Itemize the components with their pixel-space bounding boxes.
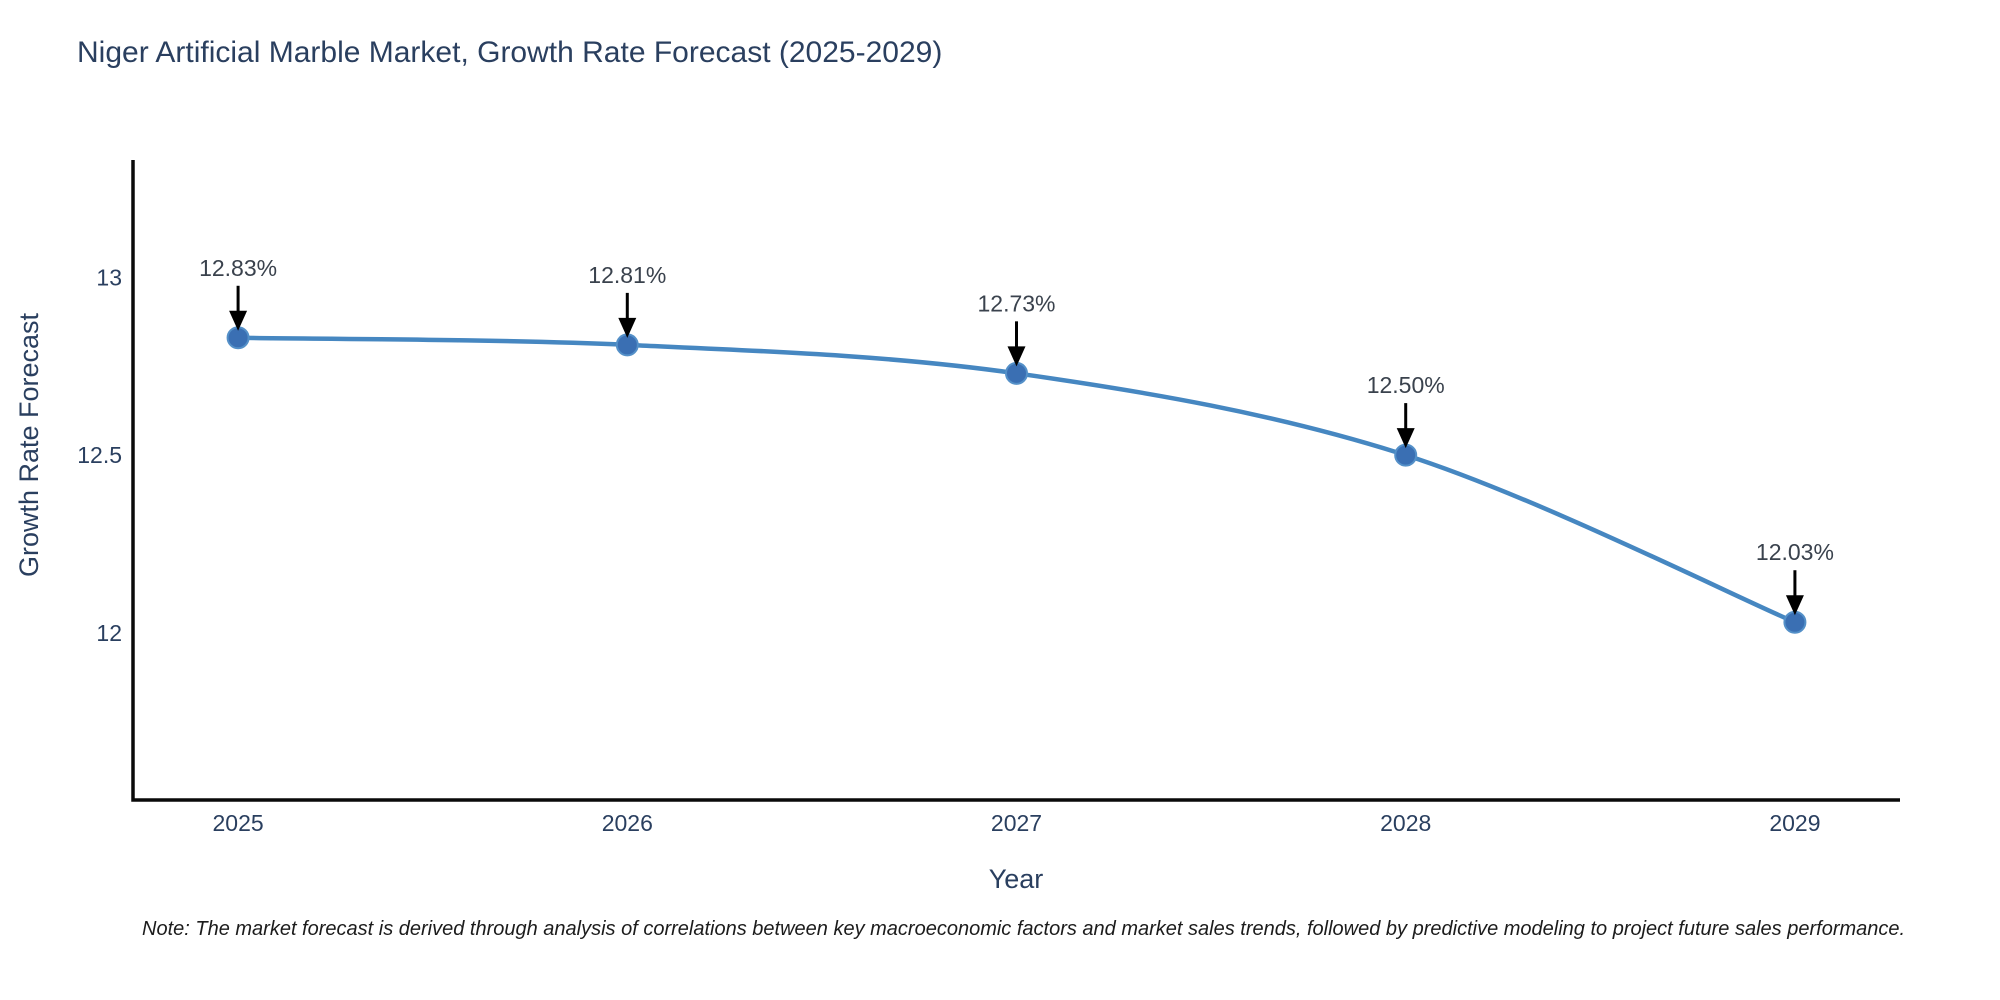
series-layer: 2025 2026 2027 2028 2029 12 12.5 13 12.83% 12.81%… (77, 255, 1834, 836)
x-tick-label: 2029 (1769, 810, 1820, 836)
annotation-arrow-head (1785, 595, 1804, 616)
x-tick-label: 2026 (602, 810, 653, 836)
x-tick-label: 2027 (991, 810, 1042, 836)
y-tick-label: 12 (96, 620, 122, 646)
data-point-label: 12.81% (588, 262, 666, 288)
annotation-arrow-head (1396, 428, 1415, 449)
annotation-arrow-head (1007, 346, 1026, 367)
data-point-label: 12.73% (977, 290, 1055, 316)
annotation-arrow-head (618, 317, 637, 338)
x-tick-label: 2025 (212, 810, 263, 836)
data-point-label: 12.03% (1756, 539, 1834, 565)
data-point-label: 12.50% (1367, 372, 1445, 398)
y-axis-title: Growth Rate Forecast (14, 312, 44, 577)
x-axis-title: Year (989, 864, 1044, 894)
x-tick-label: 2028 (1380, 810, 1431, 836)
data-point-label: 12.83% (199, 255, 277, 281)
y-tick-label: 13 (96, 264, 122, 290)
annotation-arrow-head (229, 310, 248, 331)
chart-title: Niger Artificial Marble Market, Growth R… (77, 36, 943, 69)
axis-spines (131, 160, 1900, 802)
footnote: Note: The market forecast is derived thr… (142, 918, 1906, 940)
y-tick-label: 12.5 (77, 442, 122, 468)
